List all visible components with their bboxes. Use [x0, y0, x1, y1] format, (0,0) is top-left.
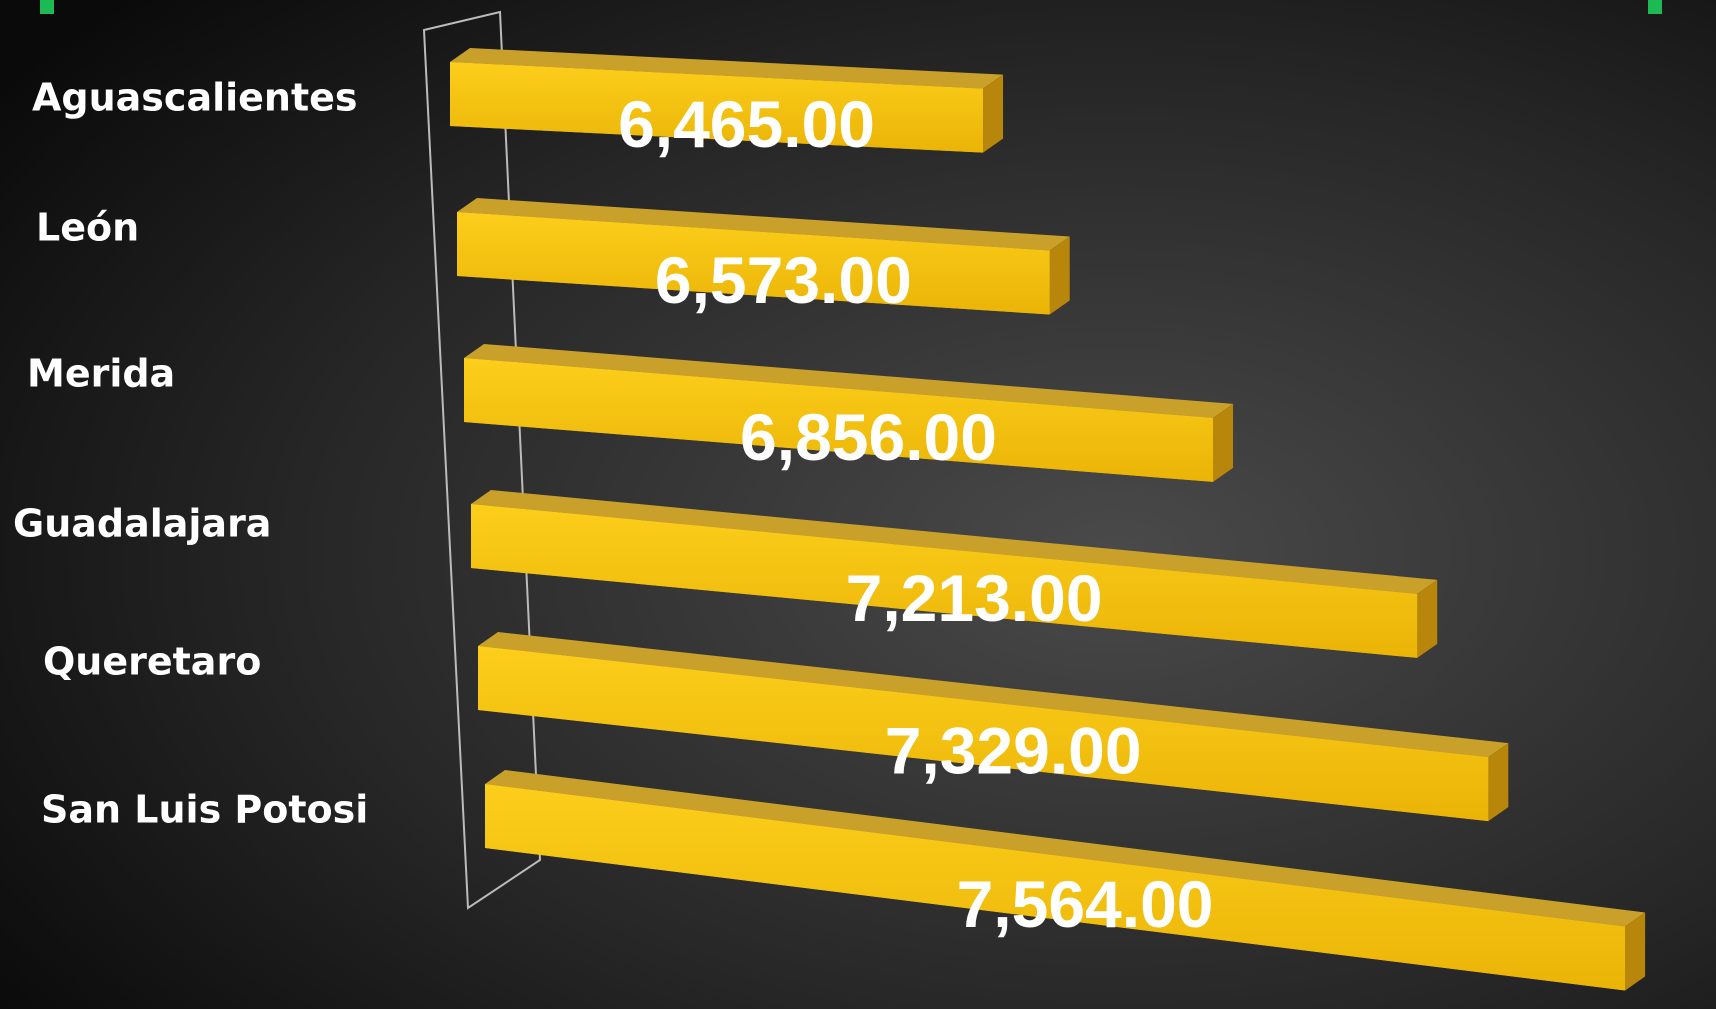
value-label: 7,213.00: [846, 561, 1103, 635]
value-label: 7,329.00: [885, 713, 1142, 787]
category-label: San Luis Potosi: [41, 788, 368, 832]
category-label: Aguascalientes: [32, 76, 358, 120]
category-label: León: [36, 206, 139, 250]
category-label: Guadalajara: [13, 502, 271, 546]
chart: Aguascalientes 6,465.00 León 6,573.00 Merida…: [0, 0, 1716, 1009]
value-label: 6,465.00: [618, 87, 875, 161]
corner-marker: [1648, 0, 1662, 14]
category-label: Merida: [27, 352, 175, 396]
page: Aguascalientes 6,465.00 León 6,573.00 Merida…: [0, 0, 1716, 1009]
value-label: 6,856.00: [740, 400, 997, 474]
corner-marker: [40, 0, 54, 14]
category-label: Queretaro: [43, 640, 261, 684]
value-label: 6,573.00: [655, 243, 912, 317]
value-label: 7,564.00: [957, 867, 1214, 941]
